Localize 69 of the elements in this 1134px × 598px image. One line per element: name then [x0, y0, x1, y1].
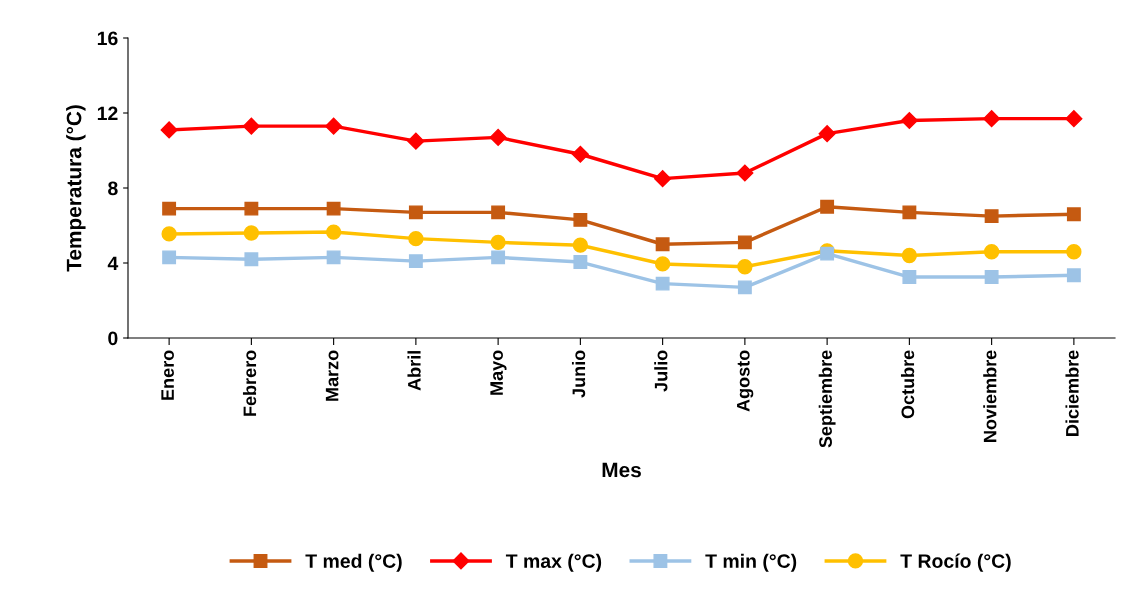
point — [243, 225, 260, 241]
point — [162, 201, 177, 216]
y-tick-label: 0 — [108, 331, 118, 346]
x-tick-label: Septiembre — [818, 350, 836, 448]
legend-label: T med (°C) — [305, 553, 402, 572]
point — [326, 250, 341, 265]
point — [820, 199, 835, 214]
x-tick-label: Diciembre — [1065, 350, 1079, 436]
point — [491, 250, 506, 265]
y-tick-label: 12 — [97, 106, 118, 121]
point — [573, 212, 588, 227]
point — [983, 110, 1001, 128]
x-tick-label: Junio — [571, 350, 586, 398]
point — [491, 205, 506, 220]
point — [655, 276, 670, 291]
x-tick-label: Agosto — [737, 350, 754, 412]
x-tick-label: Marzo — [325, 350, 339, 401]
point — [325, 117, 343, 135]
point — [490, 234, 506, 251]
point — [818, 125, 836, 143]
point — [901, 247, 918, 264]
point — [655, 237, 670, 252]
point — [1066, 244, 1082, 260]
point — [571, 145, 589, 163]
point — [573, 255, 588, 270]
point — [408, 254, 423, 269]
point — [984, 209, 999, 224]
point — [242, 117, 260, 135]
y-axis-title: Temperatura (°C) — [66, 105, 86, 272]
point — [325, 224, 342, 240]
point — [408, 230, 424, 247]
x-axis-title: Mes — [602, 462, 641, 478]
y-tick-label: 8 — [108, 181, 118, 196]
point — [244, 201, 259, 216]
point — [737, 259, 753, 275]
point — [1066, 207, 1081, 222]
point — [326, 201, 341, 216]
x-tick-label: Mayo — [490, 350, 507, 395]
legend-label: T max (°C) — [505, 553, 602, 572]
point — [161, 226, 177, 242]
point — [1065, 110, 1083, 128]
point — [572, 237, 589, 253]
point — [983, 244, 1000, 260]
point — [160, 121, 178, 139]
point — [654, 256, 671, 272]
x-tick-label: Noviembre — [983, 350, 997, 442]
point — [900, 111, 918, 130]
point — [407, 132, 425, 150]
x-tick-label: Octubre — [900, 350, 915, 419]
point — [737, 235, 752, 250]
point — [408, 205, 423, 220]
point — [902, 205, 917, 220]
point — [489, 128, 507, 146]
y-tick-label: 4 — [107, 256, 119, 271]
x-tick-label: Febrero — [242, 350, 257, 416]
point — [654, 170, 672, 188]
legend-label: T min (°C) — [705, 553, 797, 572]
x-tick-label: Julio — [654, 350, 668, 392]
point — [736, 164, 754, 182]
point — [737, 280, 752, 295]
point — [244, 252, 259, 267]
point — [162, 250, 177, 265]
point — [984, 270, 999, 285]
legend-label: T Rocío (°C) — [900, 553, 1011, 572]
x-tick-label: Enero — [161, 350, 174, 400]
y-tick-label: 16 — [97, 31, 118, 46]
point — [902, 270, 917, 285]
point — [1066, 268, 1081, 283]
x-tick-label: Abril — [407, 351, 421, 391]
